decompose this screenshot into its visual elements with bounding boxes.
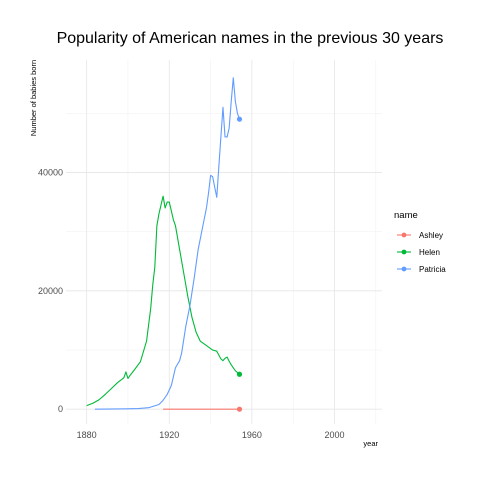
x-tick-label: 1960 [242,430,262,440]
legend-item-helen: Helen [397,248,440,257]
series-line-helen [86,195,240,407]
legend-point-patricia [401,266,407,272]
series-end-points [236,116,243,412]
major-gridlines [66,60,382,424]
x-tick-label: 1880 [77,430,97,440]
legend-label-helen: Helen [419,248,440,257]
x-axis-label: year [363,439,378,448]
legend-label-ashley: Ashley [419,231,443,240]
legend: name Ashley Helen Patricia [394,210,446,274]
series-end-point-helen [236,371,243,377]
y-axis-tick-labels: 0 20000 40000 [38,167,63,414]
legend-label-patricia: Patricia [419,265,446,274]
series-end-point-patricia [236,116,243,122]
legend-items: Ashley Helen Patricia [397,231,446,274]
x-tick-label: 1920 [159,430,179,440]
plot-panel [66,60,382,424]
legend-item-ashley: Ashley [397,231,443,240]
y-axis-label: Number of babies born [29,60,38,136]
legend-point-helen [401,249,407,255]
x-tick-label: 2000 [324,430,344,440]
y-tick-label: 0 [58,404,63,414]
series-line-patricia [94,77,241,410]
series-end-point-ashley [236,406,243,412]
legend-title: name [394,210,418,221]
x-axis-tick-labels: 1880 1920 1960 2000 [77,430,345,440]
y-tick-label: 40000 [38,167,63,177]
minor-gridlines [66,60,382,424]
y-tick-label: 20000 [38,286,63,296]
chart-title: Popularity of American names in the prev… [57,30,444,47]
series-lines [86,77,241,410]
legend-point-ashley [401,232,407,238]
legend-item-patricia: Patricia [397,265,446,274]
